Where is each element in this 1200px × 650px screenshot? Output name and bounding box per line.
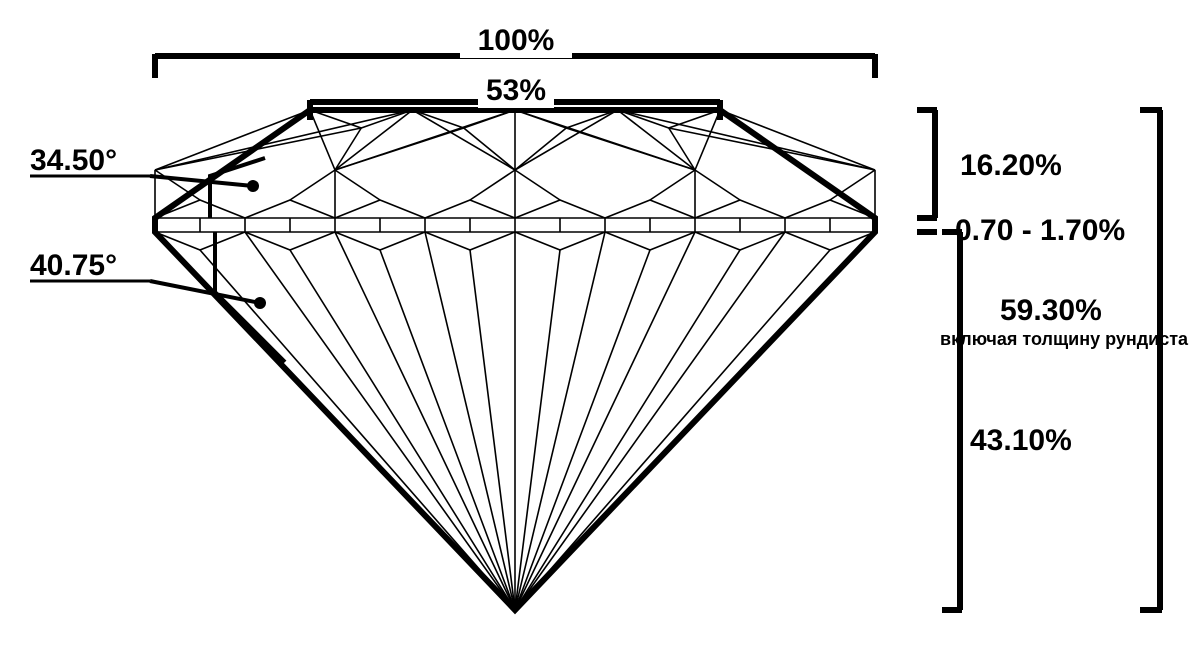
pavilion-half-facet bbox=[245, 232, 335, 250]
pavilion-angle-dot-icon bbox=[254, 297, 266, 309]
pavilion-half-facet bbox=[425, 232, 515, 250]
pavilion-main-edge bbox=[290, 250, 515, 610]
crown-facet-edge bbox=[335, 170, 380, 200]
dim-total-height bbox=[1140, 110, 1162, 610]
crown-facet-edge bbox=[515, 170, 560, 200]
diamond-diagram: 100% 53% 34.50° 40.75° 16.20% 0.70 - 1.70% 59.… bbox=[0, 0, 1200, 650]
label-crown-height: 16.20% bbox=[960, 149, 1062, 182]
crown-facet-edge bbox=[650, 170, 695, 200]
crown-facet-edge bbox=[464, 128, 515, 170]
crown-facet-edge bbox=[515, 128, 566, 170]
pavilion-half-facet bbox=[515, 232, 605, 250]
crown-half-facet bbox=[515, 200, 605, 218]
crown-facet-edge bbox=[335, 128, 361, 170]
crown-half-facet bbox=[425, 200, 515, 218]
crown-facet-edge bbox=[566, 128, 695, 170]
label-pavilion-depth: 43.10% bbox=[970, 424, 1072, 457]
label-pavilion-angle: 40.75° bbox=[30, 249, 117, 282]
crown-facet-edge bbox=[695, 170, 740, 200]
crown-facet-edge bbox=[669, 128, 695, 170]
label-width-100: 100% bbox=[478, 24, 555, 57]
crown-half-facet bbox=[335, 200, 425, 218]
crown-facet-edge bbox=[335, 128, 464, 170]
pavilion-main-edge bbox=[515, 250, 740, 610]
pavilion-main-edge bbox=[515, 250, 650, 610]
pavilion-half-facet bbox=[335, 232, 425, 250]
crown-facet-edge bbox=[695, 110, 720, 170]
pavilion-main-edge bbox=[380, 250, 515, 610]
dim-crown-height bbox=[917, 110, 937, 218]
label-table-53: 53% bbox=[486, 74, 546, 107]
crown-half-facet bbox=[605, 200, 695, 218]
crown-facet-edge bbox=[290, 170, 335, 200]
pavilion-main-edge bbox=[515, 232, 695, 610]
crown-facet-edge bbox=[470, 170, 515, 200]
dim-pavilion-height bbox=[942, 232, 962, 610]
crown-facet-edge bbox=[155, 128, 361, 170]
crown-facet-edge bbox=[830, 170, 875, 200]
pavilion-main-edge bbox=[200, 250, 515, 610]
crown-facet-edge bbox=[669, 128, 875, 170]
label-crown-angle: 34.50° bbox=[30, 144, 117, 177]
crown-facet-edge bbox=[155, 170, 200, 200]
pavilion-main-edge bbox=[425, 232, 515, 610]
label-total-depth: 59.30% bbox=[1000, 294, 1102, 327]
crown-half-facet bbox=[245, 200, 335, 218]
crown-half-facet bbox=[695, 200, 785, 218]
pavilion-main-edge bbox=[335, 232, 515, 610]
label-girdle-thickness: 0.70 - 1.70% bbox=[955, 214, 1125, 247]
pavilion-half-facet bbox=[695, 232, 785, 250]
pavilion-half-facet bbox=[605, 232, 695, 250]
crown-angle-dot-icon bbox=[247, 180, 259, 192]
pavilion-main-edge bbox=[155, 232, 515, 610]
pavilion-main-edge bbox=[515, 232, 605, 610]
pavilion-main-edge bbox=[515, 250, 830, 610]
label-total-depth-note: включая толщину рундиста bbox=[940, 329, 1189, 349]
pavilion-main-edge bbox=[515, 232, 875, 610]
crown-facet-edge bbox=[310, 110, 335, 170]
